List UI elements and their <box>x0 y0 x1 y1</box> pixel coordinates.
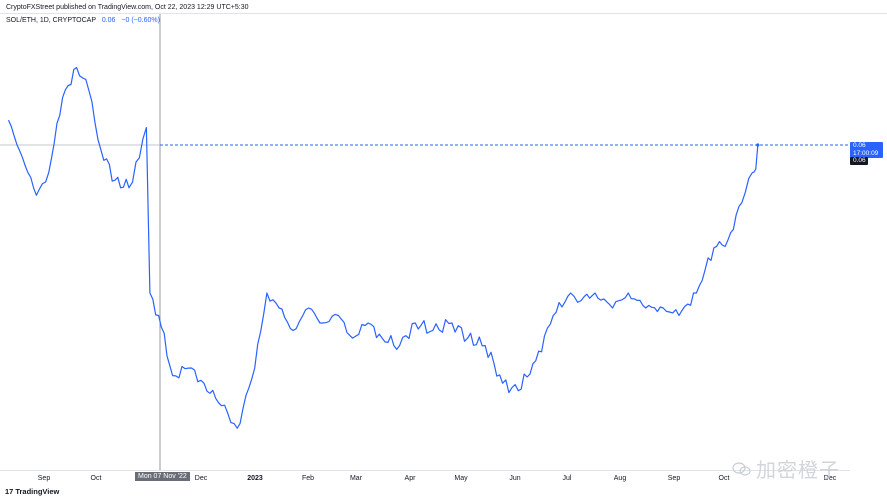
x-tick-label: Sep <box>38 475 51 482</box>
x-tick-label: Aug <box>614 475 627 482</box>
legend-change: −0 (−0.60%) <box>121 17 160 24</box>
chart-legend[interactable]: SOL/ETH, 1D, CRYPTOCAP 0.06 −0 (−0.60%) <box>6 17 160 24</box>
crosshair-price-tag: 0.06 <box>850 157 868 165</box>
x-tick-label: Jul <box>563 475 572 482</box>
tradingview-logo[interactable]: 17 TradingView <box>5 487 59 496</box>
x-axis-line <box>0 470 850 471</box>
last-price-marker <box>756 143 760 147</box>
watermark-text: 加密橙子 <box>756 460 840 482</box>
crosshair-date-label: Mon 07 Nov '22 <box>135 472 190 481</box>
x-tick-label: Apr <box>405 475 417 482</box>
x-tick-label: Feb <box>302 475 314 482</box>
last-price-value: 0.06 <box>853 142 866 149</box>
symbol-label[interactable]: SOL/ETH, 1D, CRYPTOCAP <box>6 17 96 24</box>
watermark-icon <box>732 462 751 476</box>
x-tick-label: Oct <box>719 475 730 482</box>
x-tick-label: Dec <box>195 475 208 482</box>
x-tick-label: Jun <box>509 475 520 482</box>
publisher-caption: CryptoFXStreet published on TradingView.… <box>6 4 249 11</box>
tradingview-logo-icon: 17 <box>5 487 14 496</box>
bar-countdown: 17:00:09 <box>853 150 879 157</box>
x-tick-label: May <box>454 475 468 482</box>
x-tick-label: 2023 <box>247 475 263 482</box>
chart-frame <box>0 13 887 472</box>
x-tick-label: Sep <box>668 475 681 482</box>
legend-value: 0.06 <box>101 17 116 24</box>
tradingview-logo-text: TradingView <box>15 487 60 496</box>
x-tick-label: Mar <box>350 475 363 482</box>
series-line <box>7 66 759 429</box>
x-tick-label: Oct <box>91 475 102 482</box>
x-axis: Sep Oct Dec 2023 Feb Mar Apr May Jun Jul Aug Sep Oct… <box>38 475 837 482</box>
last-price-tag: 0.06 17:00:09 <box>850 142 883 158</box>
x-tick-label: Dec <box>824 475 837 482</box>
